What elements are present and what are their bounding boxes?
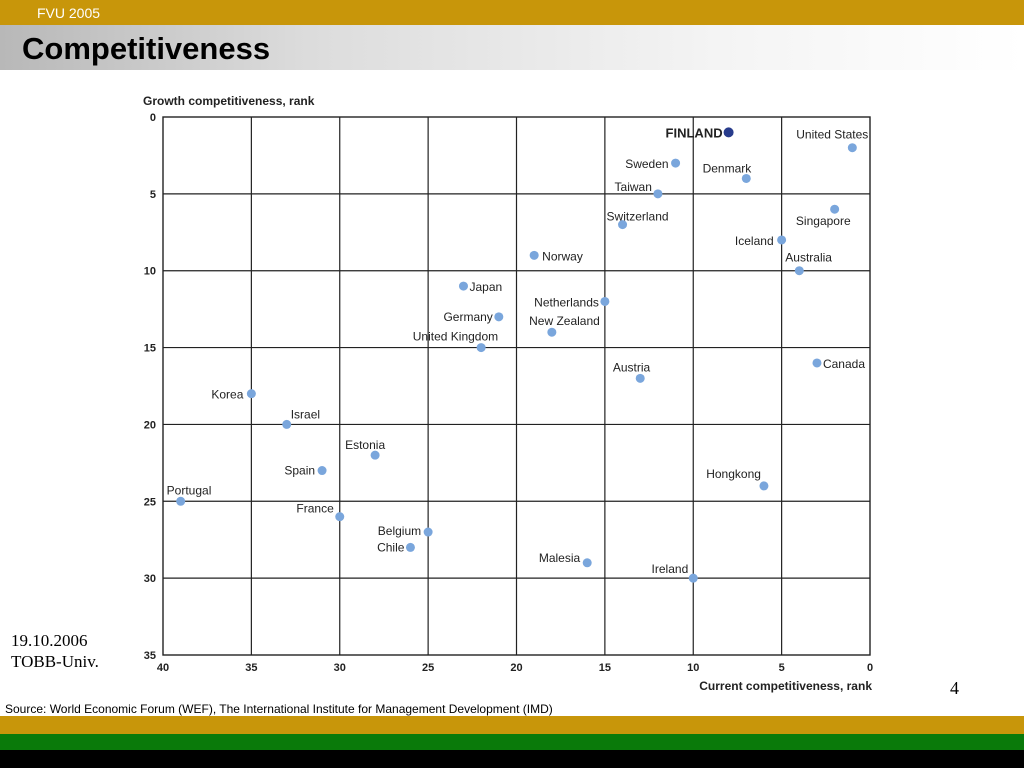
header-bar: FVU 2005: [0, 0, 1024, 25]
x-tick-label: 5: [779, 662, 785, 674]
point-label-estonia: Estonia: [345, 438, 385, 452]
point-label-singapore: Singapore: [796, 214, 851, 228]
point-malesia: [582, 558, 592, 568]
point-sweden: [671, 158, 681, 168]
point-switzerland: [618, 220, 628, 230]
chart-axis-titles: Growth competitiveness, rank Current comp…: [143, 94, 872, 693]
date-label: 19.10.2006: [11, 631, 88, 650]
point-france: [335, 512, 345, 522]
point-label-netherlands: Netherlands: [534, 295, 599, 309]
y-tick-label: 30: [144, 573, 156, 585]
point-ireland: [688, 573, 698, 583]
point-netherlands: [600, 296, 610, 306]
point-label-denmark: Denmark: [703, 161, 753, 175]
y-tick-label: 15: [144, 343, 156, 355]
point-spain: [317, 466, 327, 476]
source-note: Source: World Economic Forum (WEF), The …: [5, 702, 553, 716]
point-label-japan: Japan: [469, 280, 502, 294]
point-chile: [405, 542, 415, 552]
point-label-spain: Spain: [284, 464, 315, 478]
x-tick-label: 25: [422, 662, 434, 674]
point-new-zealand: [547, 327, 557, 337]
point-estonia: [370, 450, 380, 460]
date-box: 19.10.2006 TOBB-Univ.: [11, 630, 99, 672]
point-norway: [529, 250, 539, 260]
point-australia: [794, 266, 804, 276]
point-austria: [635, 373, 645, 383]
point-israel: [282, 419, 292, 429]
point-japan: [458, 281, 468, 291]
x-axis-title: Current competitiveness, rank: [699, 679, 872, 693]
point-iceland: [777, 235, 787, 245]
y-tick-label: 10: [144, 266, 156, 278]
y-tick-label: 0: [150, 112, 156, 124]
x-tick-label: 40: [157, 662, 169, 674]
y-tick-label: 20: [144, 419, 156, 431]
org-label: FVU 2005: [37, 5, 101, 21]
point-label-united-kingdom: United Kingdom: [413, 330, 498, 344]
point-label-korea: Korea: [211, 388, 243, 402]
x-tick-label: 15: [599, 662, 611, 674]
point-label-new-zealand: New Zealand: [529, 314, 600, 328]
slide-title: Competitiveness: [22, 31, 271, 66]
point-label-united-states: United States: [796, 128, 868, 142]
y-tick-label: 25: [144, 496, 156, 508]
chart-grid: [162, 116, 871, 656]
y-tick-label: 5: [150, 189, 156, 201]
x-tick-label: 30: [334, 662, 346, 674]
point-label-france: France: [296, 502, 334, 516]
footer-gold-band: [0, 716, 1024, 734]
x-tick-label: 0: [867, 662, 873, 674]
point-korea: [246, 389, 256, 399]
point-germany: [494, 312, 504, 322]
point-hongkong: [759, 481, 769, 491]
point-label-taiwan: Taiwan: [615, 180, 652, 194]
institution-label: TOBB-Univ.: [11, 652, 99, 671]
point-label-belgium: Belgium: [378, 524, 421, 538]
point-label-sweden: Sweden: [625, 157, 668, 171]
y-axis-title: Growth competitiveness, rank: [143, 94, 315, 108]
point-label-chile: Chile: [377, 540, 405, 554]
point-belgium: [423, 527, 433, 537]
point-label-portugal: Portugal: [167, 483, 212, 497]
point-label-switzerland: Switzerland: [607, 210, 669, 224]
point-label-germany: Germany: [443, 310, 492, 324]
footer-black-band: [0, 750, 1024, 768]
y-tick-label: 35: [144, 650, 156, 662]
point-united-kingdom: [476, 343, 486, 353]
point-label-ireland: Ireland: [652, 562, 689, 576]
page-number: 4: [950, 678, 959, 698]
point-denmark: [741, 173, 751, 183]
point-canada: [812, 358, 822, 368]
chart-points: FINLAND United States Sweden Denmark Taiwan S…: [167, 125, 868, 583]
x-tick-label: 20: [510, 662, 522, 674]
x-tick-label: 35: [245, 662, 257, 674]
point-finland: [723, 127, 734, 138]
point-label-iceland: Iceland: [735, 234, 774, 248]
point-portugal: [176, 496, 186, 506]
point-united-states: [847, 143, 857, 153]
point-singapore: [830, 204, 840, 214]
point-label-finland: FINLAND: [666, 125, 723, 140]
footer-green-band: [0, 734, 1024, 750]
point-label-israel: Israel: [291, 407, 320, 421]
x-tick-label: 10: [687, 662, 699, 674]
point-label-canada: Canada: [823, 357, 865, 371]
point-label-australia: Australia: [785, 251, 832, 265]
point-label-austria: Austria: [613, 360, 651, 374]
point-label-hongkong: Hongkong: [706, 467, 761, 481]
title-bar: Competitiveness: [0, 25, 1024, 70]
point-label-norway: Norway: [542, 249, 583, 263]
point-taiwan: [653, 189, 663, 199]
point-label-malesia: Malesia: [539, 551, 581, 565]
